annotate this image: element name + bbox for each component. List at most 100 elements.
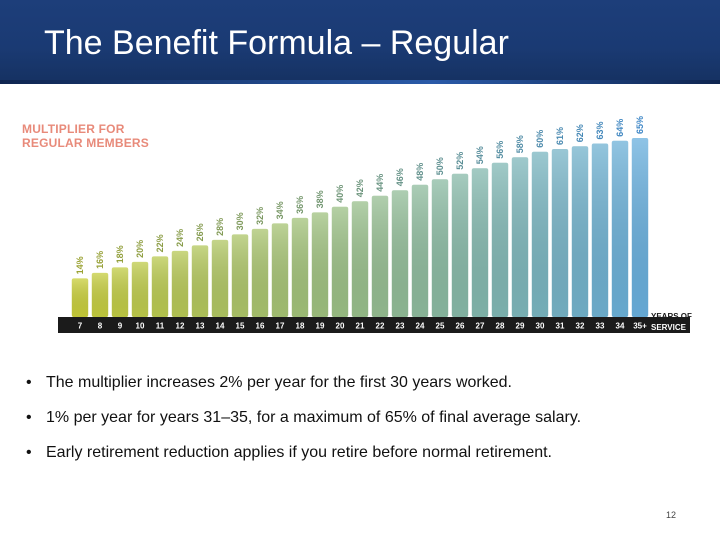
bar-shading-26 — [451, 173, 469, 317]
multiplier-chart: 14% 16% 18% 20% 22% 24% 26% 28% 30% 32% 34% 36% 38% 4… — [18, 108, 694, 340]
x-tick-25: 25 — [436, 322, 445, 331]
bar-shading-13 — [191, 245, 209, 317]
x-tick-26: 26 — [456, 322, 465, 331]
data-label-17: 34% — [275, 201, 285, 219]
x-tick-35+: 35+ — [633, 322, 647, 331]
x-tick-31: 31 — [556, 322, 565, 331]
bar-shading-24 — [411, 184, 429, 317]
x-tick-21: 21 — [356, 322, 365, 331]
data-label-8: 16% — [95, 251, 105, 269]
bar-shading-19 — [311, 212, 329, 317]
bar-shading-16 — [251, 228, 269, 317]
data-label-29: 58% — [515, 135, 525, 153]
chart-title: MULTIPLIER FOR REGULAR MEMBERS — [22, 122, 149, 150]
bar-shading-34 — [611, 140, 629, 317]
x-tick-33: 33 — [596, 322, 605, 331]
data-label-14: 28% — [215, 218, 225, 236]
bar-shading-35+ — [631, 138, 649, 317]
data-label-9: 18% — [115, 245, 125, 263]
data-label-22: 44% — [375, 174, 385, 192]
data-label-12: 24% — [175, 229, 185, 247]
page-number: 12 — [665, 510, 676, 520]
data-label-25: 50% — [435, 157, 445, 175]
bullet-marker: • — [26, 444, 32, 461]
x-tick-18: 18 — [296, 322, 305, 331]
bar-shading-27 — [471, 168, 489, 317]
x-axis-label-line-2: SERVICE — [651, 323, 687, 332]
bar-shading-8 — [91, 272, 109, 317]
x-tick-7: 7 — [78, 322, 83, 331]
data-label-34: 64% — [615, 119, 625, 137]
bar-shading-23 — [391, 190, 409, 317]
bullet-item: • Early retirement reduction applies if … — [26, 442, 696, 464]
bar-shading-25 — [431, 179, 449, 317]
x-tick-14: 14 — [216, 322, 225, 331]
x-tick-17: 17 — [276, 322, 285, 331]
data-label-15: 30% — [235, 212, 245, 230]
data-label-13: 26% — [195, 223, 205, 241]
data-label-23: 46% — [395, 168, 405, 186]
x-axis-label-line-1: YEARS OF — [651, 312, 692, 321]
bar-shading-12 — [171, 250, 189, 317]
bar-shading-33 — [591, 143, 609, 317]
bullet-marker: • — [26, 409, 32, 426]
data-label-21: 42% — [355, 179, 365, 197]
slide-header — [0, 0, 720, 80]
data-label-16: 32% — [255, 207, 265, 225]
data-label-33: 63% — [595, 121, 605, 139]
data-label-18: 36% — [295, 196, 305, 214]
x-tick-29: 29 — [516, 322, 525, 331]
header-divider — [0, 80, 720, 84]
data-label-24: 48% — [415, 163, 425, 181]
data-label-11: 22% — [155, 234, 165, 252]
bar-shading-20 — [331, 206, 349, 317]
x-tick-9: 9 — [118, 322, 123, 331]
bullet-text: 1% per year for years 31–35, for a maxim… — [46, 409, 582, 426]
x-tick-15: 15 — [236, 322, 245, 331]
bar-shading-18 — [291, 217, 309, 317]
x-tick-8: 8 — [98, 322, 103, 331]
slide-title: The Benefit Formula – Regular — [44, 24, 509, 62]
bar-shading-14 — [211, 239, 229, 317]
bullet-item: • The multiplier increases 2% per year f… — [26, 372, 696, 394]
x-tick-20: 20 — [336, 322, 345, 331]
x-tick-23: 23 — [396, 322, 405, 331]
bar-shading-21 — [351, 201, 369, 317]
bar-shading-30 — [531, 151, 549, 317]
x-tick-24: 24 — [416, 322, 425, 331]
bullet-item: • 1% per year for years 31–35, for a max… — [26, 407, 696, 429]
bullet-text: The multiplier increases 2% per year for… — [46, 374, 512, 391]
x-tick-32: 32 — [576, 322, 585, 331]
chart-title-line-2: REGULAR MEMBERS — [22, 136, 150, 150]
chart-title-line-1: MULTIPLIER FOR — [22, 122, 125, 136]
data-label-35+: 65% — [635, 116, 645, 134]
data-label-7: 14% — [75, 256, 85, 274]
data-label-32: 62% — [575, 124, 585, 142]
data-label-27: 54% — [475, 146, 485, 164]
bar-shading-29 — [511, 157, 529, 317]
bar-shading-15 — [231, 234, 249, 317]
x-tick-16: 16 — [256, 322, 265, 331]
data-label-31: 61% — [555, 127, 565, 145]
x-tick-30: 30 — [536, 322, 545, 331]
x-tick-28: 28 — [496, 322, 505, 331]
x-tick-11: 11 — [156, 322, 165, 331]
x-tick-12: 12 — [176, 322, 185, 331]
x-tick-27: 27 — [476, 322, 485, 331]
x-tick-13: 13 — [196, 322, 205, 331]
data-label-30: 60% — [535, 130, 545, 148]
x-axis-band — [58, 317, 690, 333]
bullet-list: • The multiplier increases 2% per year f… — [26, 372, 696, 477]
x-tick-22: 22 — [376, 322, 385, 331]
data-label-19: 38% — [315, 190, 325, 208]
bar-shading-7 — [71, 278, 89, 317]
multiplier-bar-chart: 14% 16% 18% 20% 22% 24% 26% 28% 30% 32% 34% 36% 38% 4… — [58, 116, 692, 333]
data-label-28: 56% — [495, 141, 505, 159]
bar-shading-31 — [551, 149, 569, 317]
bar-shading-17 — [271, 223, 289, 317]
x-tick-10: 10 — [136, 322, 145, 331]
bar-shading-9 — [111, 267, 129, 317]
data-label-20: 40% — [335, 185, 345, 203]
data-label-10: 20% — [135, 240, 145, 258]
x-tick-19: 19 — [316, 322, 325, 331]
